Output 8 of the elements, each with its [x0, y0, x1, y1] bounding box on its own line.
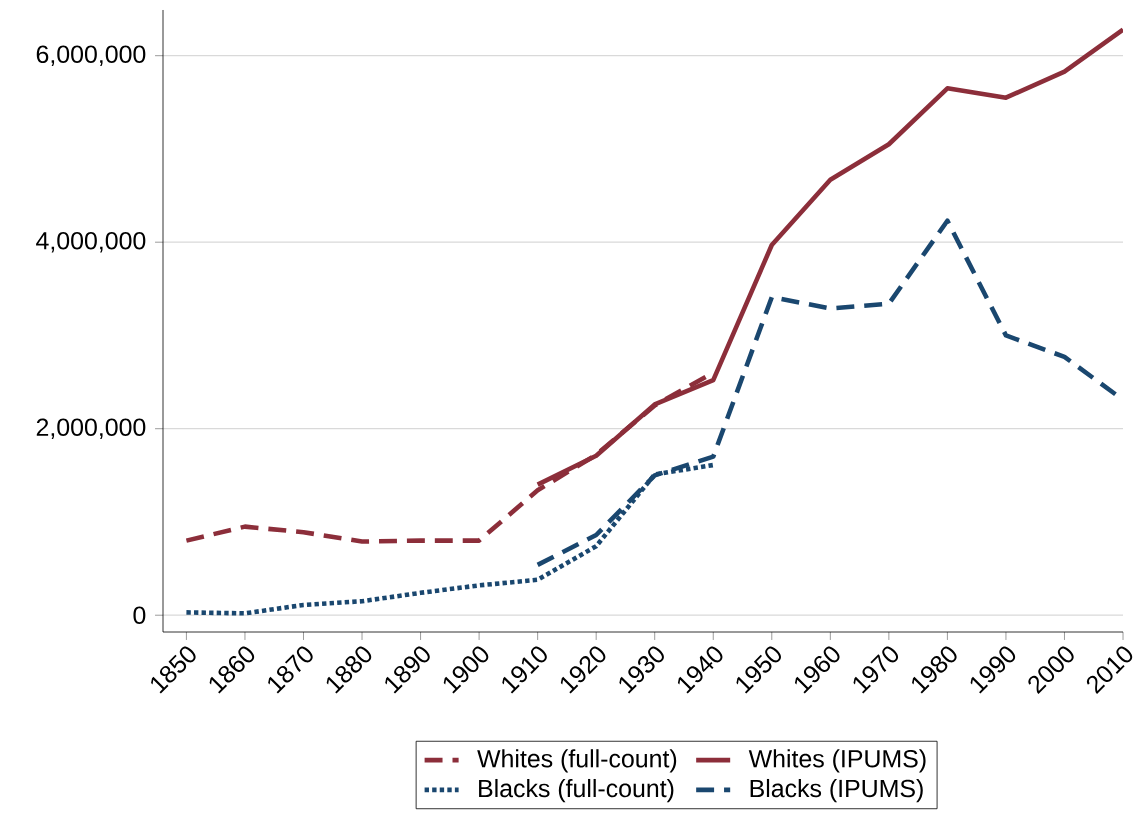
- legend-label: Blacks (full-count): [479, 778, 674, 803]
- legend-label: Whites (full-count): [477, 749, 677, 773]
- y-tick-label: 6,000,000: [36, 45, 146, 66]
- legend-label: Whites (IPUMS): [748, 749, 926, 773]
- legend-label: Blacks (IPUMS): [750, 778, 923, 803]
- y-tick-label: 2,000,000: [36, 418, 146, 439]
- y-tick-label: 4,000,000: [36, 231, 146, 253]
- y-tick-label: 0: [133, 606, 146, 625]
